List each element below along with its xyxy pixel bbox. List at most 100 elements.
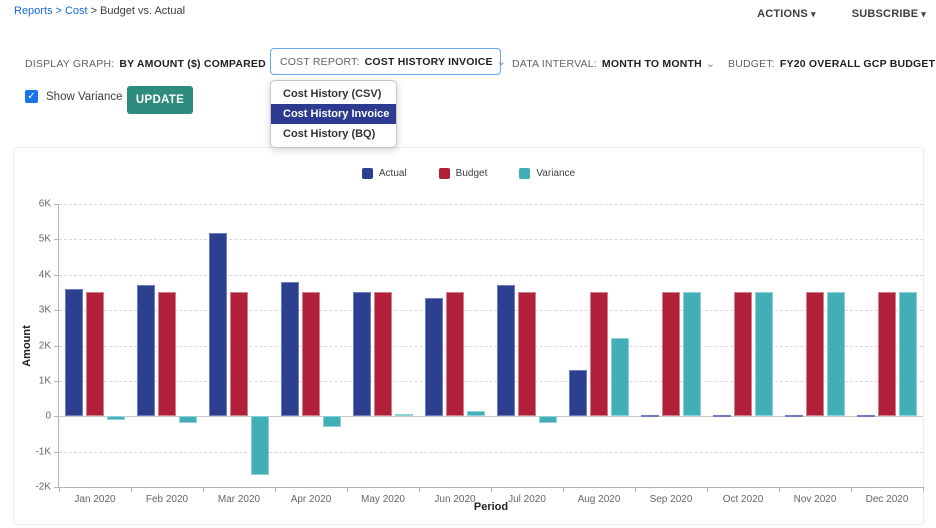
bar-actual-apr	[281, 281, 299, 417]
x-axis-tick-label: Nov 2020	[793, 494, 837, 505]
x-axis-tick-label: May 2020	[361, 494, 405, 505]
budget-value: FY20 OVERALL GCP BUDGET	[779, 58, 936, 70]
gridline	[59, 345, 923, 347]
legend-item-variance[interactable]: Variance	[519, 168, 575, 179]
legend-swatch-icon	[438, 168, 450, 179]
bar-variance-jun	[467, 410, 485, 417]
bar-variance-nov	[827, 292, 845, 417]
bar-variance-dec	[899, 292, 917, 417]
bar-actual-mar	[209, 233, 227, 417]
data-interval-label: DATA INTERVAL:	[512, 58, 597, 70]
display-graph-dropdown[interactable]: DISPLAY GRAPH:BY AMOUNT ($) COMPARED⌄	[25, 57, 279, 70]
x-axis-tick	[851, 487, 852, 492]
x-axis-tick-label: Jun 2020	[434, 494, 476, 505]
bar-actual-aug	[569, 370, 587, 417]
bar-budget-jan	[86, 292, 104, 417]
legend-item-budget[interactable]: Budget	[438, 168, 487, 179]
x-axis-tick-label: Aug 2020	[577, 494, 621, 505]
bar-variance-aug	[611, 338, 629, 417]
gridline	[59, 416, 923, 418]
y-axis-tick	[54, 487, 59, 488]
legend-label: Variance	[536, 168, 576, 179]
legend-label: Actual	[378, 168, 407, 179]
bar-actual-dec	[857, 415, 875, 418]
bar-actual-jan	[65, 288, 83, 417]
x-axis-tick-label: Dec 2020	[865, 494, 909, 505]
display-graph-label: DISPLAY GRAPH:	[25, 58, 115, 70]
x-axis-tick-label: Jan 2020	[74, 494, 116, 505]
breadcrumb-separator: >	[90, 5, 98, 17]
bar-variance-oct	[755, 292, 773, 417]
bar-budget-feb	[158, 292, 176, 417]
chevron-down-icon: ⌄	[705, 58, 716, 70]
bar-actual-oct	[713, 415, 731, 418]
x-axis-tick-label: Jul 2020	[508, 494, 546, 505]
cost-report-dropdown[interactable]: COST REPORT: COST HISTORY INVOICE ⌄	[270, 48, 506, 75]
y-axis-tick-label: 3K	[38, 304, 51, 316]
y-axis-tick	[54, 204, 59, 205]
bar-variance-apr	[323, 416, 341, 427]
show-variance-control: ✓ Show Variance	[25, 90, 123, 103]
bar-budget-aug	[590, 292, 608, 417]
gridline	[59, 380, 923, 382]
actions-button[interactable]: ACTIONS ▾	[757, 8, 816, 20]
caret-down-icon: ▾	[810, 9, 816, 19]
breadcrumb-link-cost[interactable]: Cost	[64, 5, 88, 17]
x-axis-title: Period	[473, 501, 509, 513]
legend-item-actual[interactable]: Actual	[361, 168, 407, 179]
bar-budget-nov	[806, 292, 824, 417]
dropdown-menu-item[interactable]: Cost History Invoice	[271, 104, 396, 124]
show-variance-label: Show Variance	[46, 90, 123, 103]
x-axis-tick	[707, 487, 708, 492]
x-axis-tick	[779, 487, 780, 492]
y-axis-tick	[54, 380, 59, 382]
x-axis-tick	[635, 487, 636, 492]
subscribe-button[interactable]: SUBSCRIBE ▾	[852, 8, 926, 20]
bar-budget-apr	[302, 292, 320, 417]
update-button[interactable]: UPDATE	[127, 86, 193, 114]
x-axis-tick-label: Oct 2020	[722, 494, 764, 505]
chart-legend: Actual Budget Variance	[14, 168, 923, 179]
legend-swatch-icon	[519, 168, 531, 179]
bar-variance-may	[395, 414, 413, 417]
y-axis-tick	[54, 274, 59, 276]
bar-budget-sep	[662, 292, 680, 417]
bar-variance-jan	[107, 416, 125, 420]
y-axis-line	[58, 204, 59, 488]
caret-down-icon: ▾	[921, 9, 926, 19]
show-variance-checkbox[interactable]: ✓	[25, 90, 38, 103]
bar-actual-nov	[785, 415, 803, 418]
x-axis-tick	[923, 487, 924, 492]
breadcrumb-link-reports[interactable]: Reports	[14, 5, 53, 17]
data-interval-dropdown[interactable]: DATA INTERVAL: MONTH TO MONTH ⌄	[512, 57, 715, 70]
dropdown-menu-item[interactable]: Cost History (BQ)	[283, 128, 376, 140]
dropdown-menu-item[interactable]: Cost History (CSV)	[283, 88, 382, 100]
gridline	[59, 310, 923, 312]
gridline	[59, 451, 923, 453]
breadcrumb: Reports > Cost > Budget vs. Actual	[14, 5, 185, 17]
y-axis-tick	[54, 345, 59, 347]
y-axis-tick	[54, 310, 59, 312]
y-axis-tick	[54, 416, 59, 418]
bar-actual-jun	[425, 297, 443, 417]
y-axis-tick-label: 0	[45, 410, 51, 422]
x-axis-tick	[491, 487, 492, 492]
x-axis-tick-label: Feb 2020	[145, 494, 189, 505]
x-axis-tick	[203, 487, 204, 492]
budget-dropdown[interactable]: BUDGET:FY20 OVERALL GCP BUDGET⌄	[728, 57, 936, 70]
y-axis-tick-label: 5K	[38, 233, 51, 245]
bar-variance-jul	[539, 416, 557, 424]
x-axis-tick	[347, 487, 348, 492]
cost-report-label: COST REPORT:	[280, 55, 360, 68]
budget-label: BUDGET:	[728, 58, 775, 70]
y-axis-tick-label: -2K	[35, 481, 51, 493]
x-axis-tick-label: Mar 2020	[217, 494, 261, 505]
y-axis-tick	[54, 239, 59, 241]
breadcrumb-separator: >	[55, 5, 62, 17]
y-axis-tick-label: 2K	[38, 340, 51, 351]
cost-report-open-menu: Cost History (CSV) Cost History Invoice Co…	[270, 80, 397, 148]
y-axis-tick-label: 6K	[38, 198, 51, 210]
chevron-down-icon: ⌄	[496, 56, 507, 68]
bar-budget-dec	[878, 292, 896, 417]
gridline	[59, 274, 923, 276]
